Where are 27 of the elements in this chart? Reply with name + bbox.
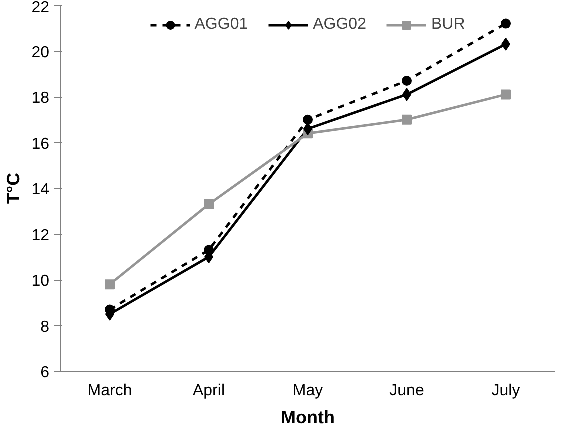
point	[402, 114, 412, 125]
x-tick-label: June	[390, 382, 424, 400]
y-tick-label: 14	[32, 182, 50, 198]
legend-label: BUR	[431, 16, 466, 34]
point	[204, 200, 214, 210]
x-tick-label: May	[292, 382, 324, 400]
point	[204, 245, 214, 256]
y-tick-label: 18	[32, 90, 50, 107]
y-tick-label: 10	[32, 273, 50, 290]
point	[105, 280, 115, 290]
y-tick-label: 12	[32, 227, 50, 244]
point	[501, 18, 511, 29]
legend-label: AGG02	[313, 16, 366, 34]
x-tick-label: March	[88, 382, 132, 400]
y-tick-label: 22	[32, 0, 50, 16]
x-tick-label: July	[492, 382, 520, 400]
point	[402, 76, 412, 86]
y-tick-label: 8	[40, 318, 50, 336]
x-tick-label: April	[192, 382, 226, 400]
y-tick-label: 6	[40, 364, 50, 382]
point	[501, 90, 511, 100]
y-tick-label: 20	[32, 44, 50, 62]
legend-label: AGG01	[194, 16, 248, 34]
y-axis-title: T°C	[4, 172, 24, 204]
x-axis-title: Month	[281, 408, 335, 428]
y-tick-label: 16	[32, 136, 50, 153]
point	[303, 114, 313, 125]
